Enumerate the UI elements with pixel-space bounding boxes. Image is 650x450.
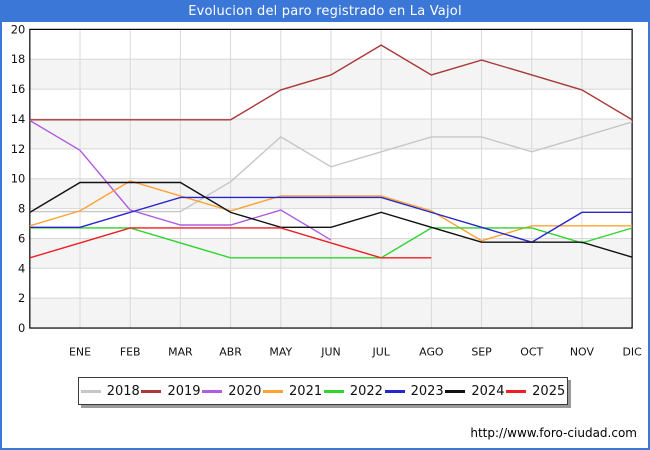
x-axis-label: MAR <box>168 345 193 358</box>
legend-item-2024: 2024 <box>445 384 504 399</box>
legend-item-2018: 2018 <box>80 383 140 399</box>
y-axis-label: 18 <box>11 52 26 66</box>
chart-title: Evolucion del paro registrado en La Vajo… <box>2 2 648 22</box>
legend-item-2023: 2023 <box>384 383 444 399</box>
plot-border <box>29 28 633 329</box>
x-axis-label: FEB <box>120 345 141 358</box>
legend-swatch-2020 <box>202 389 223 393</box>
x-axis-label: ENE <box>69 345 91 358</box>
legend-item-2020: 2020 <box>202 384 261 399</box>
legend-swatch-2018 <box>80 389 101 393</box>
legend-label: 2020 <box>228 383 262 399</box>
x-axis-label: DIC <box>622 345 642 358</box>
y-axis-label: 6 <box>18 231 25 245</box>
y-axis-label: 2 <box>18 291 25 305</box>
legend-swatch-2021 <box>263 389 284 393</box>
y-axis-label: 0 <box>18 321 25 335</box>
x-axis-label: OCT <box>520 345 543 358</box>
footer-url: http://www.foro-ciudad.com <box>470 426 637 440</box>
x-axis-label: NOV <box>570 345 595 358</box>
legend-item-2019: 2019 <box>141 383 201 399</box>
x-axis-label: MAY <box>269 345 292 358</box>
legend-swatch-2019 <box>141 389 162 393</box>
legend: 2018 2019 2020 2021 2022 2023 2024 2025 <box>78 377 568 405</box>
x-axis-label: JUL <box>372 345 391 358</box>
x-axis-label: SEP <box>471 345 492 358</box>
y-axis-label: 8 <box>18 202 25 216</box>
series-line-2019 <box>29 44 633 121</box>
legend-item-2025: 2025 <box>506 384 565 399</box>
x-axis-label: ABR <box>219 345 242 358</box>
legend-label: 2024 <box>471 383 505 399</box>
legend-label: 2022 <box>349 383 383 399</box>
series-line-2020 <box>29 119 332 241</box>
series-line-2018 <box>29 121 633 213</box>
y-axis-label: 14 <box>11 112 26 126</box>
legend-swatch-2022 <box>323 389 344 393</box>
legend-label: 2021 <box>289 383 323 399</box>
legend-swatch-2025 <box>506 389 527 393</box>
legend-item-2021: 2021 <box>263 384 322 399</box>
legend-label: 2018 <box>106 383 140 399</box>
series-line-2024 <box>29 181 633 258</box>
y-axis-label: 4 <box>18 261 25 275</box>
x-axis-label: JUN <box>320 345 340 358</box>
y-axis-label: 16 <box>11 82 26 96</box>
legend-item-2022: 2022 <box>323 383 383 399</box>
y-axis-label: 20 <box>11 22 26 36</box>
y-axis-label: 10 <box>11 172 26 186</box>
legend-label: 2019 <box>167 383 201 399</box>
y-axis-label: 12 <box>11 142 26 156</box>
legend-swatch-2023 <box>384 389 405 393</box>
series-line-2021 <box>29 180 633 242</box>
legend-swatch-2024 <box>445 389 466 393</box>
legend-label: 2023 <box>410 383 444 399</box>
series-line-2025 <box>29 227 432 259</box>
x-axis-label: AGO <box>419 345 443 358</box>
legend-label: 2025 <box>532 383 566 399</box>
